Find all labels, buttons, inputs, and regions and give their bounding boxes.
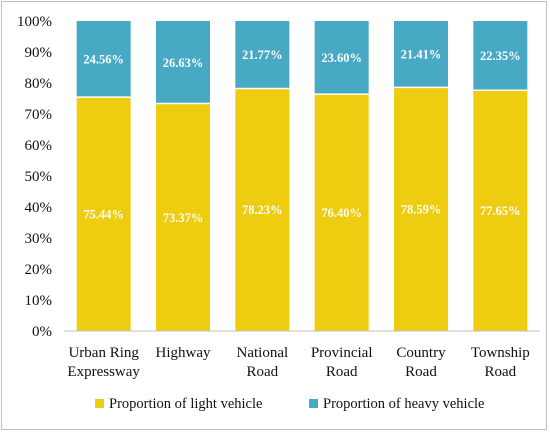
bar-segment-light bbox=[156, 103, 210, 331]
legend-label: Proportion of light vehicle bbox=[109, 396, 262, 412]
bar-segment-light bbox=[314, 94, 369, 331]
y-tick-label: 50% bbox=[25, 169, 53, 185]
legend-swatch bbox=[309, 399, 318, 408]
data-label: 21.77% bbox=[242, 48, 283, 62]
bar-segment-heavy bbox=[156, 21, 210, 104]
data-label: 24.56% bbox=[83, 53, 124, 67]
y-tick-label: 30% bbox=[25, 231, 53, 247]
data-label: 76.40% bbox=[321, 206, 362, 220]
bar-segment-light bbox=[394, 87, 448, 331]
bar-stacks: 75.44% 24.56% 73.37% 26.63% 78.23% 21.77% 76.4… bbox=[76, 21, 528, 331]
data-label: 22.35% bbox=[480, 49, 521, 63]
bar-segment-light bbox=[473, 90, 528, 331]
x-category-label: Highway bbox=[156, 345, 211, 361]
data-label: 23.60% bbox=[321, 51, 362, 65]
y-tick-label: 0% bbox=[32, 324, 52, 340]
y-tick-label: 70% bbox=[25, 107, 53, 123]
x-category-label: Township Road bbox=[471, 345, 530, 380]
bar-segment-heavy bbox=[473, 21, 528, 91]
legend-swatch bbox=[95, 399, 104, 408]
legend-label: Proportion of heavy vehicle bbox=[323, 396, 484, 412]
legend: Proportion of light vehicle Proportion of… bbox=[95, 396, 484, 412]
bar-segment-heavy bbox=[314, 21, 369, 95]
data-label: 75.44% bbox=[83, 208, 124, 222]
data-label: 21.41% bbox=[401, 48, 442, 62]
bar-segment-heavy bbox=[76, 21, 131, 98]
x-category-label: Country Road bbox=[396, 345, 446, 380]
bar-segment-light bbox=[76, 97, 131, 331]
x-category-label: National Road bbox=[237, 345, 289, 380]
y-tick-label: 100% bbox=[17, 14, 52, 30]
data-label: 73.37% bbox=[163, 211, 204, 225]
bar-segment-heavy bbox=[394, 21, 448, 88]
y-tick-label: 10% bbox=[25, 293, 53, 309]
data-label: 78.23% bbox=[242, 203, 283, 217]
x-axis-categories: Urban Ring Expressway Highway National Road P… bbox=[67, 345, 529, 380]
bar-segment-light bbox=[235, 88, 290, 331]
y-tick-label: 90% bbox=[25, 45, 53, 61]
x-category-label: Provincial Road bbox=[311, 345, 373, 380]
y-axis-ticks: 0% 10% 20% 30% 40% 50% 60% 70% 80% 90% 100% bbox=[17, 14, 52, 340]
x-category-label: Urban Ring Expressway bbox=[67, 345, 140, 380]
y-tick-label: 20% bbox=[25, 262, 53, 278]
data-label: 26.63% bbox=[163, 56, 204, 70]
data-label: 77.65% bbox=[480, 204, 521, 218]
y-tick-label: 40% bbox=[25, 200, 53, 216]
bar-segment-heavy bbox=[235, 21, 290, 89]
data-label: 78.59% bbox=[401, 203, 442, 217]
y-tick-label: 80% bbox=[25, 76, 53, 92]
y-tick-label: 60% bbox=[25, 138, 53, 154]
